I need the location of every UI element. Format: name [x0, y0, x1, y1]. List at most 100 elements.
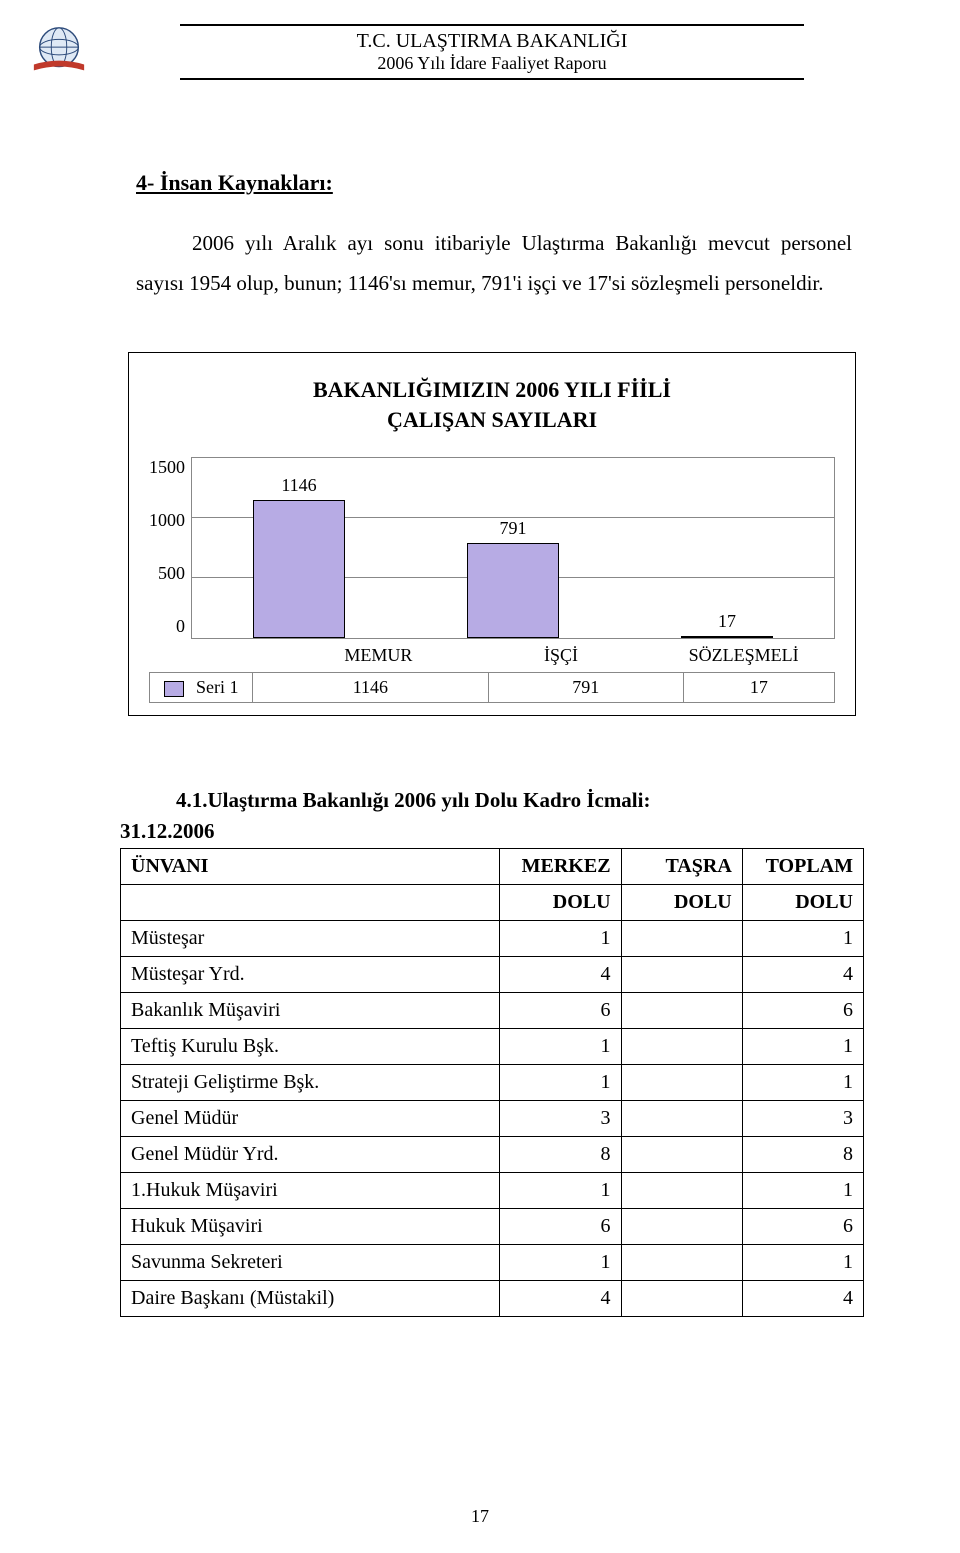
chart-title-line2: ÇALIŞAN SAYILARI [149, 407, 835, 433]
cell-merkez: 1 [500, 1028, 621, 1064]
bar [253, 500, 345, 638]
table-row: Müsteşar Yrd.44 [121, 956, 864, 992]
cell-unvani: Savunma Sekreteri [121, 1244, 500, 1280]
cell-merkez: 6 [500, 1208, 621, 1244]
table-row: Strateji Geliştirme Bşk.11 [121, 1064, 864, 1100]
y-tick-label: 1000 [149, 510, 185, 531]
cell-unvani: Hukuk Müşaviri [121, 1208, 500, 1244]
x-axis-spacer [191, 645, 287, 666]
x-axis-categories: MEMURİŞÇİSÖZLEŞMELİ [287, 645, 835, 666]
intro-paragraph: 2006 yılı Aralık ayı sonu itibariyle Ula… [136, 224, 852, 304]
cell-toplam: 3 [742, 1100, 863, 1136]
table-row: Genel Müdür Yrd.88 [121, 1136, 864, 1172]
cell-toplam: 1 [742, 1064, 863, 1100]
bar-value-label: 791 [406, 518, 620, 539]
cell-tasra [621, 1244, 742, 1280]
cell-merkez: 1 [500, 1064, 621, 1100]
cell-tasra [621, 1280, 742, 1316]
bars-group: 1146 791 17 [192, 458, 834, 638]
cell-toplam: 1 [742, 1244, 863, 1280]
chart-data-cell: 17 [683, 672, 834, 702]
cell-merkez: 4 [500, 956, 621, 992]
header-title: T.C. ULAŞTIRMA BAKANLIĞI [120, 30, 864, 53]
x-axis: MEMURİŞÇİSÖZLEŞMELİ [191, 645, 835, 666]
table-header-row-1: ÜNVANI MERKEZ TAŞRA TOPLAM [121, 848, 864, 884]
cell-toplam: 6 [742, 1208, 863, 1244]
y-tick-label: 0 [176, 616, 185, 637]
y-tick-label: 500 [158, 563, 185, 584]
chart-data-row: Seri 1 1146 791 17 [150, 672, 835, 702]
cell-tasra [621, 920, 742, 956]
cell-toplam: 4 [742, 956, 863, 992]
table-header-row-2: DOLU DOLU DOLU [121, 884, 864, 920]
x-axis-label: SÖZLEŞMELİ [652, 645, 835, 666]
table-row: Teftiş Kurulu Bşk.11 [121, 1028, 864, 1064]
cell-tasra [621, 1028, 742, 1064]
cell-tasra [621, 1208, 742, 1244]
bar-slot: 1146 [192, 458, 406, 638]
th-dolu-tasra: DOLU [621, 884, 742, 920]
legend-label: Seri 1 [196, 677, 239, 697]
table-row: Müsteşar11 [121, 920, 864, 956]
cell-unvani: Daire Başkanı (Müstakil) [121, 1280, 500, 1316]
cell-toplam: 1 [742, 1172, 863, 1208]
cell-merkez: 4 [500, 1280, 621, 1316]
chart-data-cell: 791 [488, 672, 683, 702]
subsection-heading-dolu-kadro: 4.1.Ulaştırma Bakanlığı 2006 yılı Dolu K… [176, 788, 864, 813]
chart-data-table: Seri 1 1146 791 17 [149, 672, 835, 703]
bar-chart: 1500 1000 500 0 1146 791 17 MEMURİŞÇİSÖZLEŞME… [149, 457, 835, 666]
x-axis-label: MEMUR [287, 645, 470, 666]
bar [681, 636, 773, 638]
plot-wrap: 1146 791 17 MEMURİŞÇİSÖZLEŞMELİ [191, 457, 835, 666]
cell-tasra [621, 1064, 742, 1100]
page-header: T.C. ULAŞTIRMA BAKANLIĞI 2006 Yılı İdare… [120, 24, 864, 80]
legend-cell: Seri 1 [150, 672, 253, 702]
cell-tasra [621, 956, 742, 992]
cell-unvani: Müsteşar Yrd. [121, 956, 500, 992]
header-rule-bottom [180, 78, 804, 80]
th-dolu-toplam: DOLU [742, 884, 863, 920]
page: T.C. ULAŞTIRMA BAKANLIĞI 2006 Yılı İdare… [0, 0, 960, 1553]
cell-toplam: 8 [742, 1136, 863, 1172]
header-rule-top [180, 24, 804, 26]
kadro-table: ÜNVANI MERKEZ TAŞRA TOPLAM DOLU DOLU DOL… [120, 848, 864, 1317]
cell-merkez: 1 [500, 1172, 621, 1208]
cell-toplam: 6 [742, 992, 863, 1028]
table-row: Daire Başkanı (Müstakil)44 [121, 1280, 864, 1316]
th-unvani: ÜNVANI [121, 848, 500, 884]
cell-unvani: 1.Hukuk Müşaviri [121, 1172, 500, 1208]
cell-merkez: 1 [500, 920, 621, 956]
subsection-date: 31.12.2006 [120, 819, 864, 844]
cell-unvani: Bakanlık Müşaviri [121, 992, 500, 1028]
cell-unvani: Genel Müdür [121, 1100, 500, 1136]
chart-container: BAKANLIĞIMIZIN 2006 YILI FİİLİ ÇALIŞAN S… [128, 352, 856, 716]
section-heading-insan-kaynaklari: 4- İnsan Kaynakları: [136, 170, 864, 196]
cell-unvani: Genel Müdür Yrd. [121, 1136, 500, 1172]
bar [467, 543, 559, 638]
header-subtitle: 2006 Yılı İdare Faaliyet Raporu [120, 53, 864, 74]
th-empty [121, 884, 500, 920]
cell-unvani: Strateji Geliştirme Bşk. [121, 1064, 500, 1100]
bar-value-label: 1146 [192, 475, 406, 496]
cell-tasra [621, 1100, 742, 1136]
th-merkez: MERKEZ [500, 848, 621, 884]
th-toplam: TOPLAM [742, 848, 863, 884]
cell-tasra [621, 992, 742, 1028]
cell-tasra [621, 1136, 742, 1172]
cell-merkez: 6 [500, 992, 621, 1028]
th-tasra: TAŞRA [621, 848, 742, 884]
bar-value-label: 17 [620, 611, 834, 632]
chart-title-line1: BAKANLIĞIMIZIN 2006 YILI FİİLİ [149, 377, 835, 403]
plot-area: 1146 791 17 [191, 457, 835, 639]
table-row: Savunma Sekreteri11 [121, 1244, 864, 1280]
table-row: Genel Müdür33 [121, 1100, 864, 1136]
cell-toplam: 1 [742, 920, 863, 956]
cell-merkez: 1 [500, 1244, 621, 1280]
cell-toplam: 4 [742, 1280, 863, 1316]
chart-data-cell: 1146 [253, 672, 489, 702]
y-tick-label: 1500 [149, 457, 185, 478]
table-row: Bakanlık Müşaviri66 [121, 992, 864, 1028]
page-number: 17 [0, 1506, 960, 1527]
x-axis-label: İŞÇİ [470, 645, 653, 666]
table-row: 1.Hukuk Müşaviri11 [121, 1172, 864, 1208]
